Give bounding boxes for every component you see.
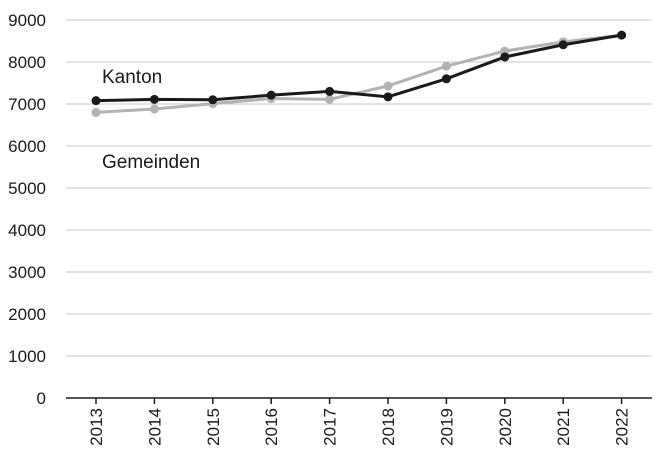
data-point-kanton — [149, 94, 159, 104]
y-tick-label: 3000 — [8, 263, 46, 282]
x-tick-label: 2022 — [613, 408, 632, 446]
series-group — [91, 30, 627, 117]
x-axis: 2013 2014 2015 2016 2017 2018 2019 2020 2021 2022 — [66, 397, 652, 446]
data-point-gemeinden — [325, 94, 335, 104]
x-tick-label: 2016 — [262, 408, 281, 446]
x-tick-label: 2014 — [145, 408, 164, 446]
data-point-gemeinden — [91, 107, 101, 117]
data-point-gemeinden — [441, 61, 451, 71]
data-point-kanton — [91, 96, 101, 106]
data-point-kanton — [558, 40, 568, 50]
y-tick-label: 9000 — [8, 11, 46, 30]
grid-lines — [66, 19, 652, 357]
y-axis: 0 1000 2000 3000 4000 5000 6000 7000 8000 9000 — [8, 11, 46, 408]
x-tick-label: 2021 — [554, 408, 573, 446]
y-tick-label: 0 — [37, 389, 46, 408]
data-point-kanton — [617, 30, 627, 40]
x-tick-label: 2013 — [87, 408, 106, 446]
y-tick-label: 6000 — [8, 137, 46, 156]
data-point-kanton — [441, 74, 451, 84]
x-tick-label: 2020 — [496, 408, 515, 446]
data-point-kanton — [383, 92, 393, 102]
data-point-gemeinden — [149, 104, 159, 114]
data-point-kanton — [208, 95, 218, 105]
y-tick-label: 4000 — [8, 221, 46, 240]
y-tick-label: 7000 — [8, 95, 46, 114]
series-label-gemeinden: Gemeinden — [102, 152, 200, 173]
x-tick-label: 2019 — [437, 408, 456, 446]
x-tick-label: 2015 — [204, 408, 223, 446]
data-point-kanton — [500, 52, 510, 62]
y-tick-label: 5000 — [8, 179, 46, 198]
data-point-kanton — [325, 86, 335, 96]
y-tick-label: 8000 — [8, 53, 46, 72]
series-line-kanton — [95, 33, 622, 103]
x-tick-label: 2018 — [379, 408, 398, 446]
y-tick-label: 2000 — [8, 305, 46, 324]
data-point-gemeinden — [383, 81, 393, 91]
series-label-kanton: Kanton — [102, 67, 162, 88]
x-tick-label: 2017 — [321, 408, 340, 446]
y-tick-label: 1000 — [8, 347, 46, 366]
data-point-kanton — [266, 90, 276, 100]
